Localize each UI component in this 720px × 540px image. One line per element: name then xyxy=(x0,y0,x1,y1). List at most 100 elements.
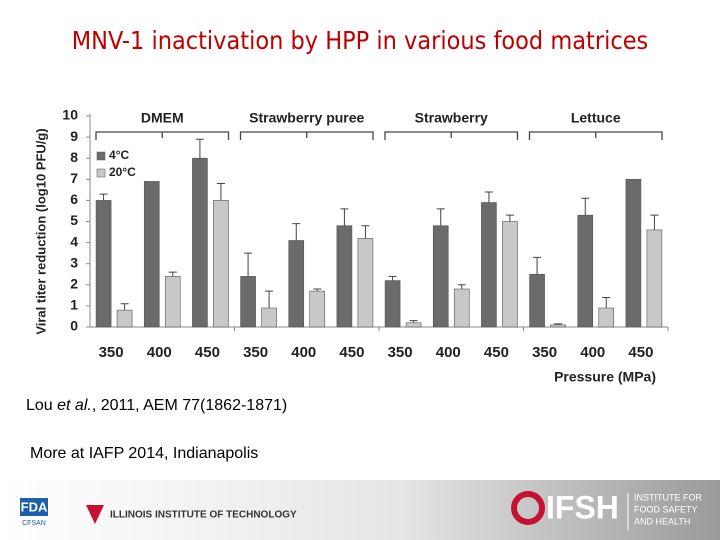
x-tick-label: 350 xyxy=(532,344,557,361)
bar xyxy=(405,322,422,328)
x-tick-label: 400 xyxy=(291,344,316,361)
citation: Lou et al., 2011, AEM 77(1862-1871) xyxy=(26,397,287,414)
error-bar xyxy=(505,214,514,222)
bar xyxy=(646,229,663,328)
y-tick-label: 4 xyxy=(70,233,78,249)
bar xyxy=(213,200,229,328)
citation-part: , 2011, AEM 77(1862-1871) xyxy=(92,397,287,414)
bar xyxy=(309,290,326,328)
bar xyxy=(143,181,160,328)
slide-title: MNV-1 inactivation by HPP in various foo… xyxy=(72,26,649,55)
y-tick-label: 3 xyxy=(70,254,78,270)
bar xyxy=(336,225,353,328)
bar xyxy=(453,288,470,328)
error-bar xyxy=(457,284,466,290)
bar xyxy=(164,276,181,328)
bar xyxy=(95,200,112,328)
legend-swatch xyxy=(96,151,106,161)
x-tick-label: 400 xyxy=(436,344,461,361)
iit-text: ILLINOIS INSTITUTE OF TECHNOLOGY xyxy=(110,510,297,521)
ifsh-logo xyxy=(511,491,545,525)
group-bracket xyxy=(95,131,230,140)
x-axis-label: Pressure (MPa) xyxy=(554,369,656,385)
iit-logo xyxy=(86,505,104,524)
y-tick-label: 5 xyxy=(70,212,78,228)
bar xyxy=(529,273,545,328)
y-tick-label: 10 xyxy=(62,107,78,123)
bar xyxy=(432,225,449,328)
legend-label: 20°C xyxy=(109,165,136,179)
error-bar xyxy=(216,183,225,201)
x-tick-label: 450 xyxy=(195,344,220,361)
error-bar xyxy=(484,191,493,203)
error-bar xyxy=(292,223,301,241)
x-tick-label: 450 xyxy=(628,344,653,361)
group-bracket xyxy=(239,131,374,140)
ifsh-name: INSTITUTE FOR xyxy=(634,492,702,502)
x-tick-label: 400 xyxy=(580,344,605,361)
y-tick-label: 7 xyxy=(70,170,78,186)
error-bar xyxy=(168,271,177,277)
error-bar xyxy=(313,288,322,292)
y-tick-label: 0 xyxy=(70,318,78,334)
ifsh-text: IFSH xyxy=(546,489,619,525)
citation-part: et al. xyxy=(57,397,92,414)
error-bar xyxy=(244,252,253,277)
group-label: Lettuce xyxy=(571,110,621,126)
x-tick-label: 350 xyxy=(99,344,124,361)
x-tick-label: 450 xyxy=(339,344,364,361)
y-tick-label: 1 xyxy=(70,297,78,313)
error-bar xyxy=(120,303,129,311)
bar xyxy=(384,280,401,328)
error-bar xyxy=(388,275,397,281)
error-bar xyxy=(340,208,349,226)
group-label: DMEM xyxy=(141,110,184,126)
y-tick-label: 6 xyxy=(70,191,78,207)
y-axis-label: Viral titer reduction (log10 PFU/g) xyxy=(33,128,48,334)
group-bracket xyxy=(384,131,519,140)
error-bar xyxy=(195,138,204,159)
bar xyxy=(502,221,518,328)
error-bar xyxy=(602,296,611,309)
y-tick-label: 2 xyxy=(70,276,78,292)
x-tick-label: 450 xyxy=(484,344,509,361)
ifsh-name: FOOD SAFETY xyxy=(634,504,698,514)
error-bar xyxy=(265,290,274,309)
bar xyxy=(598,307,615,328)
x-tick-label: 350 xyxy=(243,344,268,361)
y-tick-label: 8 xyxy=(70,149,78,165)
error-bar xyxy=(650,214,659,230)
bar xyxy=(240,276,256,328)
error-bar xyxy=(436,208,445,226)
bar xyxy=(288,240,305,328)
group-label: Strawberry puree xyxy=(249,110,364,126)
bar xyxy=(357,238,374,328)
error-bar xyxy=(581,197,590,216)
legend-label: 4°C xyxy=(109,148,129,162)
bar xyxy=(481,202,497,328)
error-bar xyxy=(361,225,370,239)
x-tick-label: 400 xyxy=(147,344,172,361)
footer-band xyxy=(0,480,720,540)
bar xyxy=(192,157,208,328)
x-tick-label: 350 xyxy=(388,344,413,361)
error-bar xyxy=(99,193,108,201)
fda-text: FDA xyxy=(21,499,48,514)
legend-swatch xyxy=(96,168,106,178)
y-tick-label: 9 xyxy=(70,128,78,144)
error-bar xyxy=(409,320,418,323)
group-bracket xyxy=(528,131,663,140)
error-bar xyxy=(533,256,542,275)
ifsh-name: AND HEALTH xyxy=(634,516,690,526)
bar xyxy=(116,309,133,328)
bar xyxy=(550,324,566,328)
bar xyxy=(577,214,594,328)
fda-logo xyxy=(20,498,48,516)
bar xyxy=(261,307,277,328)
note: More at IAFP 2014, Indianapolis xyxy=(30,445,258,462)
bar xyxy=(625,179,642,328)
group-label: Strawberry xyxy=(415,110,488,126)
footer: FDA CFSAN ILLINOIS INSTITUTE OF TECHNOLO… xyxy=(0,480,720,540)
cfsan-text: CFSAN xyxy=(22,520,46,527)
